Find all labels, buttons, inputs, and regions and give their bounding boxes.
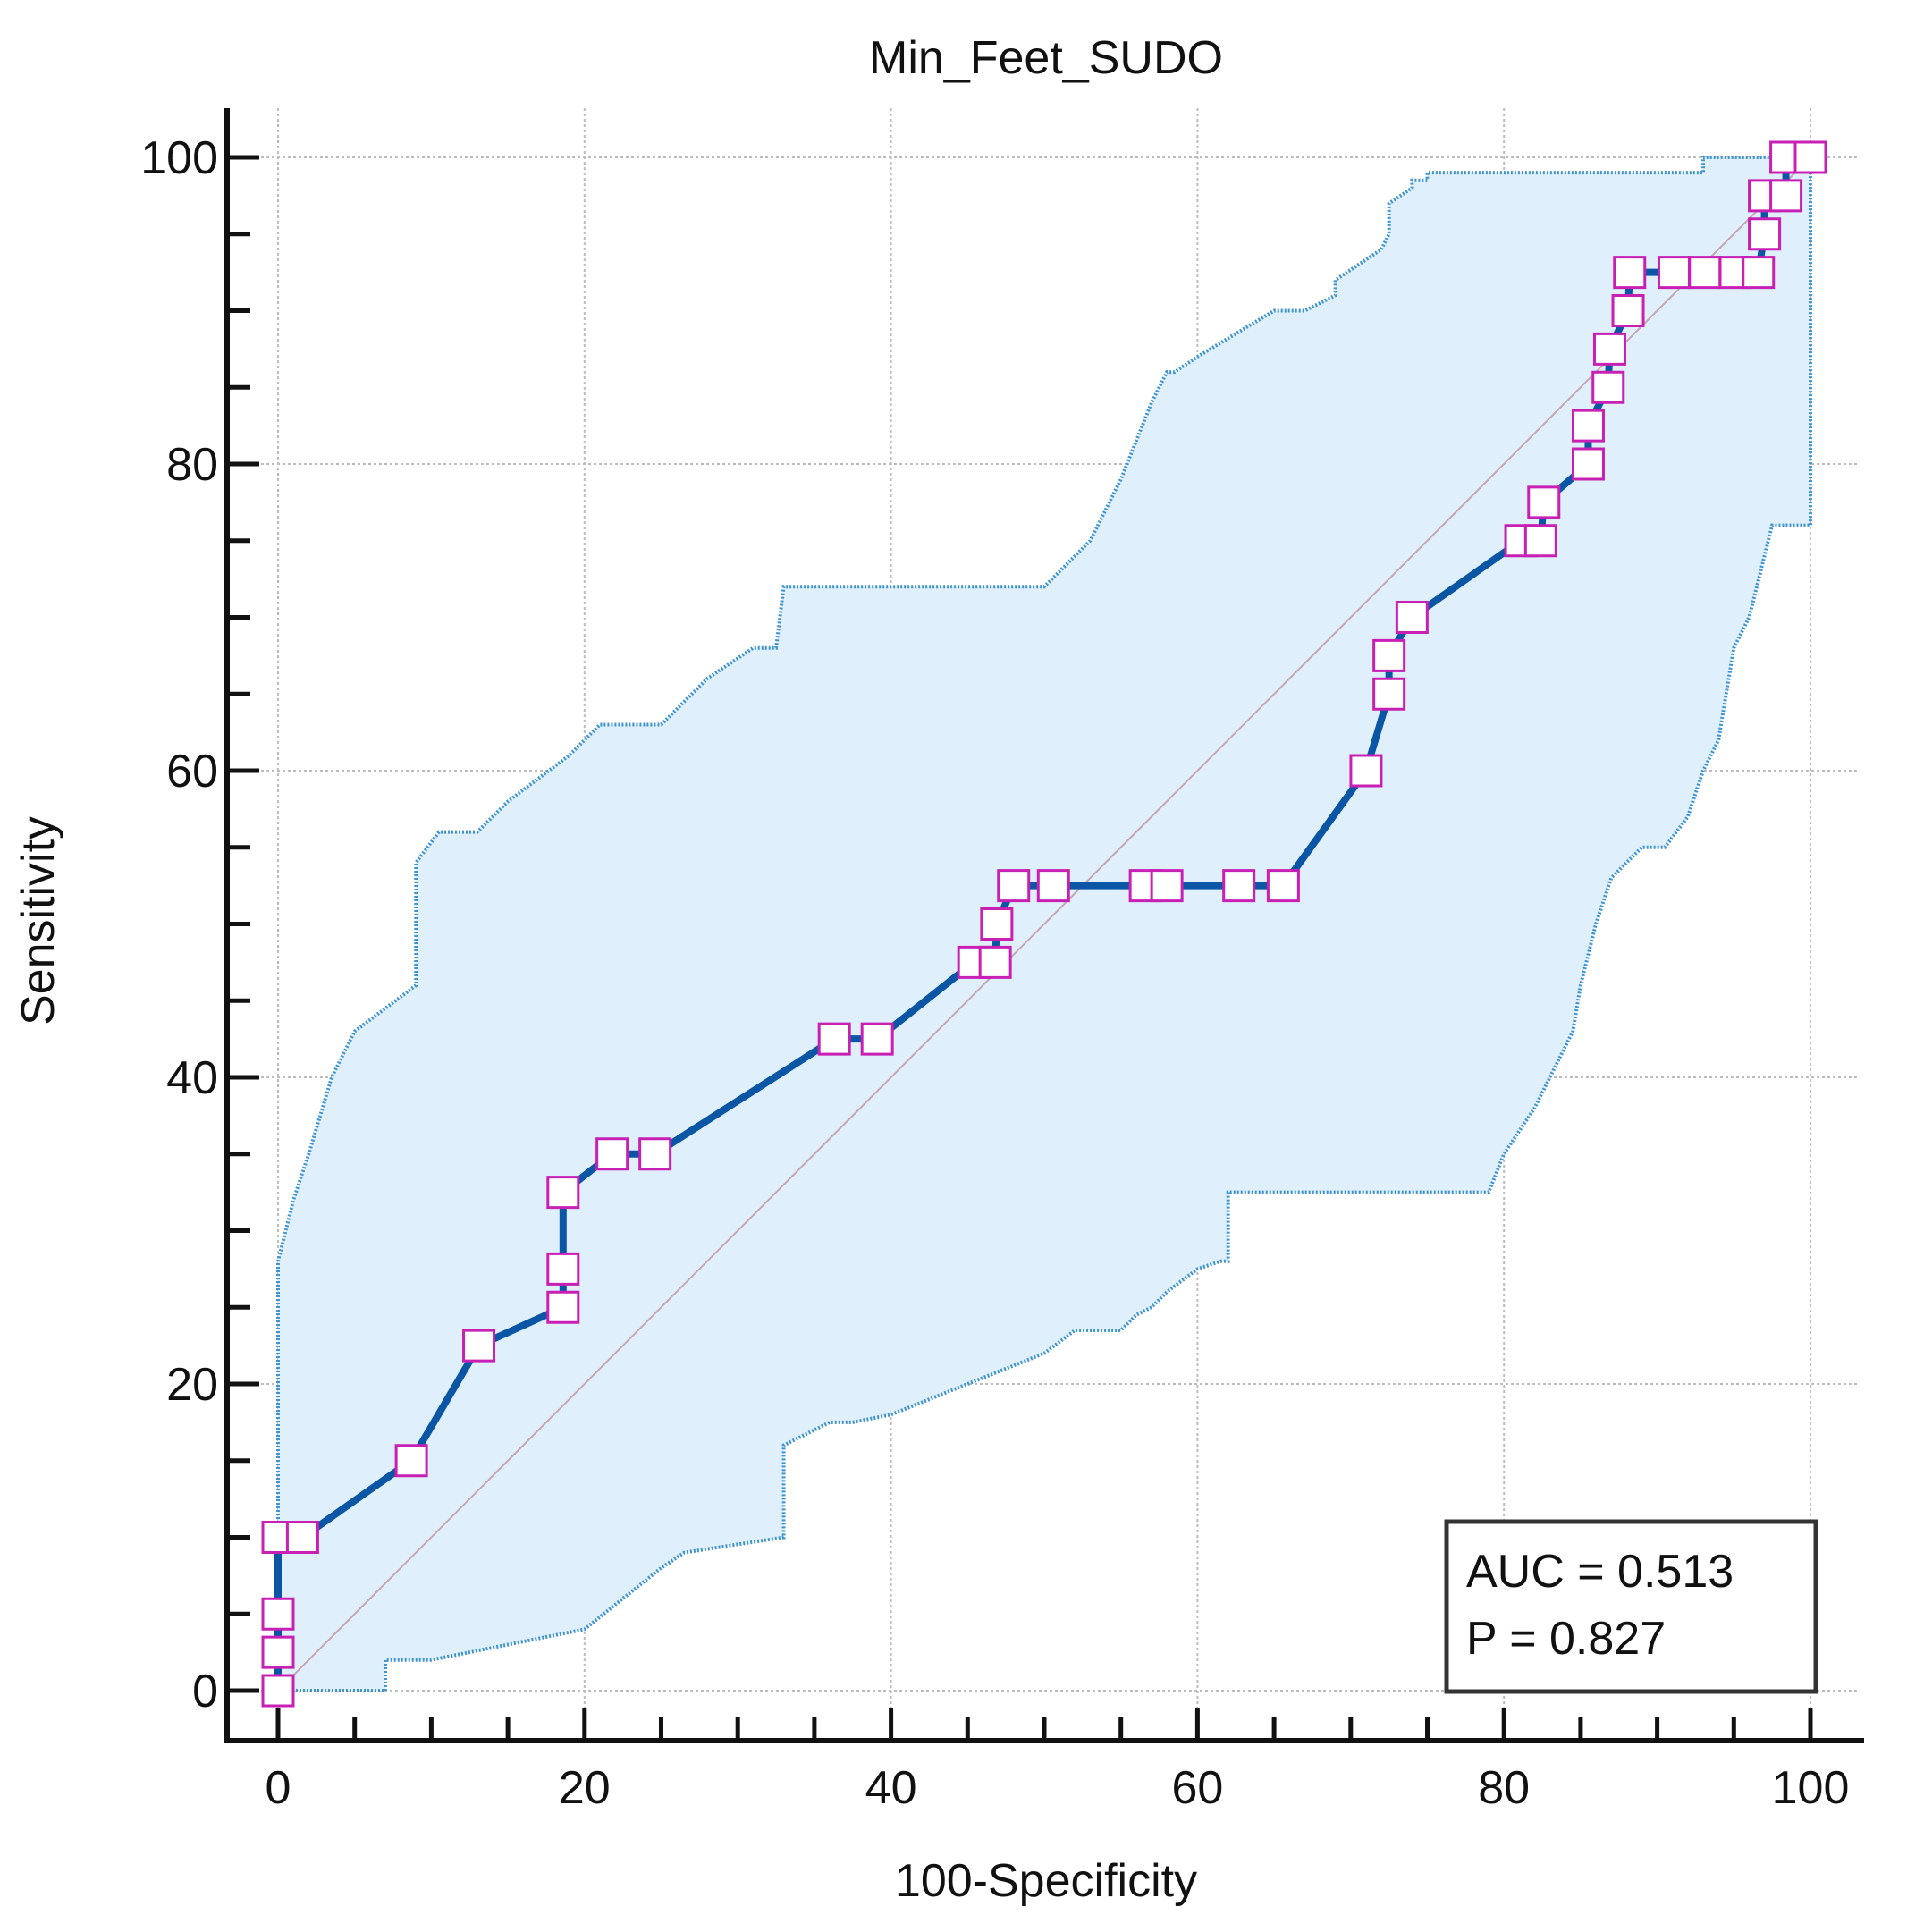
x-axis-label: 100-Specificity [895, 1855, 1197, 1907]
y-tick-label: 80 [166, 439, 218, 491]
roc-marker [261, 1635, 295, 1669]
roc-marker [1222, 869, 1256, 903]
y-tick-label: 0 [192, 1666, 218, 1717]
roc-marker [1657, 256, 1691, 290]
roc-marker [1613, 256, 1647, 290]
roc-marker [1150, 869, 1184, 903]
x-tick-label: 80 [1478, 1762, 1530, 1814]
y-tick-label: 20 [166, 1359, 218, 1411]
chart-title: Min_Feet_SUDO [869, 32, 1223, 84]
roc-marker [1395, 601, 1429, 634]
roc-marker [261, 1597, 295, 1631]
roc-marker [1688, 256, 1722, 290]
roc-marker [261, 1674, 295, 1708]
roc-marker [1571, 409, 1605, 443]
roc-marker [980, 907, 1014, 941]
roc-marker [1592, 332, 1626, 366]
x-axis-ticks: 0 20 40 60 80 100 [266, 1708, 1850, 1814]
plot-area [229, 108, 1858, 1739]
x-tick-label: 0 [266, 1762, 291, 1814]
stats-legend-box: AUC = 0.513 P = 0.827 [1444, 1519, 1818, 1694]
roc-marker [1611, 294, 1645, 327]
roc-marker [1349, 754, 1383, 788]
y-tick-label: 60 [166, 746, 218, 797]
y-axis-ticks: 0 20 40 60 80 100 [140, 132, 259, 1717]
auc-text: AUC = 0.513 [1466, 1546, 1734, 1598]
axes: 0 20 40 60 80 100 0 20 40 60 80 100 [140, 108, 1864, 1814]
roc-marker [997, 869, 1031, 903]
roc-marker [462, 1329, 496, 1363]
legend-frame [1444, 1519, 1818, 1694]
roc-marker [817, 1022, 851, 1056]
roc-marker [1036, 869, 1070, 903]
roc-marker [1527, 485, 1561, 519]
roc-marker [285, 1521, 319, 1554]
lower-ci-line [278, 157, 1812, 1692]
roc-marker [546, 1176, 580, 1210]
roc-marker [1266, 869, 1300, 903]
roc-marker [1372, 638, 1406, 672]
x-tick-label: 100 [1772, 1762, 1850, 1814]
reference-diagonal-line [277, 156, 1811, 1692]
upper-ci-line [276, 156, 1810, 1691]
x-tick-label: 40 [865, 1762, 917, 1814]
roc-marker [595, 1137, 629, 1171]
x-tick-label: 60 [1171, 1762, 1223, 1814]
roc-marker [1742, 256, 1776, 290]
roc-marker [1748, 217, 1782, 251]
y-tick-label: 40 [166, 1052, 218, 1104]
roc-marker [394, 1444, 428, 1478]
y-axis-label: Sensitivity [13, 816, 64, 1025]
roc-marker [638, 1137, 672, 1171]
x-tick-label: 20 [559, 1762, 611, 1814]
roc-marker [546, 1290, 580, 1324]
roc-marker [1372, 677, 1406, 711]
p-value-text: P = 0.827 [1466, 1613, 1666, 1665]
roc-marker [1571, 447, 1605, 481]
roc-marker [1793, 140, 1827, 174]
roc-marker [1591, 370, 1625, 404]
y-tick-label: 100 [140, 132, 218, 184]
roc-marker [1523, 524, 1557, 558]
roc-marker [1769, 179, 1803, 213]
roc-marker [860, 1022, 894, 1056]
roc-markers [261, 140, 1827, 1708]
roc-marker [978, 945, 1012, 979]
roc-marker [546, 1252, 580, 1286]
